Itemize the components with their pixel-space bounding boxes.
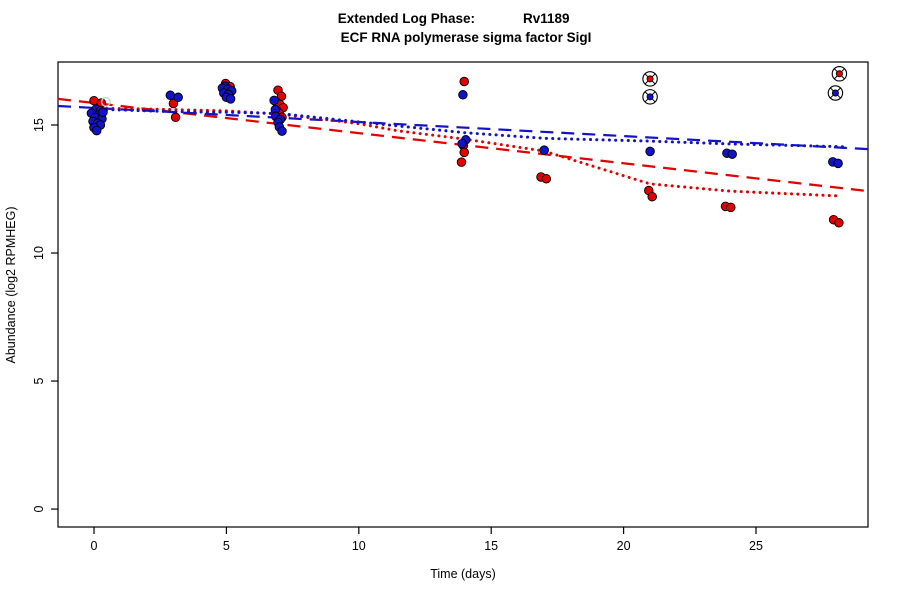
circled-outlier-blue (827, 85, 844, 101)
circled-outlier-markers (642, 66, 848, 105)
data-points (86, 76, 844, 228)
data-point-red (170, 112, 181, 123)
x-tick-label: 10 (352, 539, 366, 553)
circled-outlier-red (642, 71, 658, 87)
x-tick-label: 5 (223, 539, 230, 553)
data-point-red (541, 174, 552, 184)
circled-outlier-blue (642, 89, 658, 105)
chart-title-prefix: Extended Log Phase: (338, 11, 475, 26)
axis-ticks: 0 5 10 15 20 25 0 5 10 15 (32, 118, 763, 553)
data-point-red (168, 98, 179, 109)
data-point-red (459, 147, 469, 158)
outlier-dot (831, 89, 839, 97)
y-tick-label: 0 (32, 506, 46, 513)
data-point-blue (645, 146, 655, 157)
x-tick-label: 25 (749, 539, 763, 553)
trend-line-blue-linear-fit (57, 104, 869, 151)
plot-box (57, 61, 869, 528)
x-axis-label: Time (days) (430, 567, 496, 581)
x-tick-label: 20 (617, 539, 631, 553)
data-point-blue (165, 90, 176, 101)
open-point (100, 96, 111, 107)
x-tick-label: 0 (91, 539, 98, 553)
data-point-blue (727, 149, 737, 159)
outlier-dot (646, 75, 654, 83)
trend-line-blue-smooth-fit (92, 107, 848, 149)
data-point-blue (277, 126, 287, 136)
y-tick-label: 15 (32, 118, 46, 132)
x-tick-label: 15 (484, 539, 498, 553)
chart-title-gene: Rv1189 (523, 11, 570, 26)
data-point-red (726, 202, 736, 213)
outlier-dot (646, 93, 654, 101)
trend-line-red-smooth-fit (92, 106, 840, 198)
data-point-blue (539, 145, 549, 155)
chart-subtitle: ECF RNA polymerase sigma factor SigI (341, 30, 592, 45)
data-point-blue (458, 90, 468, 100)
data-point-blue (91, 125, 102, 136)
y-tick-label: 10 (32, 246, 46, 260)
open-markers (100, 96, 111, 107)
data-point-blue (225, 94, 236, 104)
y-tick-label: 5 (32, 378, 46, 385)
circled-outlier-red (831, 66, 848, 82)
data-point-blue (173, 92, 183, 103)
data-point-blue (833, 158, 843, 169)
data-point-blue (98, 107, 108, 117)
outlier-dot (835, 70, 843, 78)
data-point-red (459, 76, 469, 87)
data-point-red (834, 218, 844, 228)
data-point-blue (269, 95, 279, 106)
data-point-red (456, 157, 467, 167)
data-point-red (647, 191, 657, 202)
y-axis-label: Abundance (log2 RPMHEG) (4, 206, 18, 363)
data-point-blue (457, 138, 467, 149)
